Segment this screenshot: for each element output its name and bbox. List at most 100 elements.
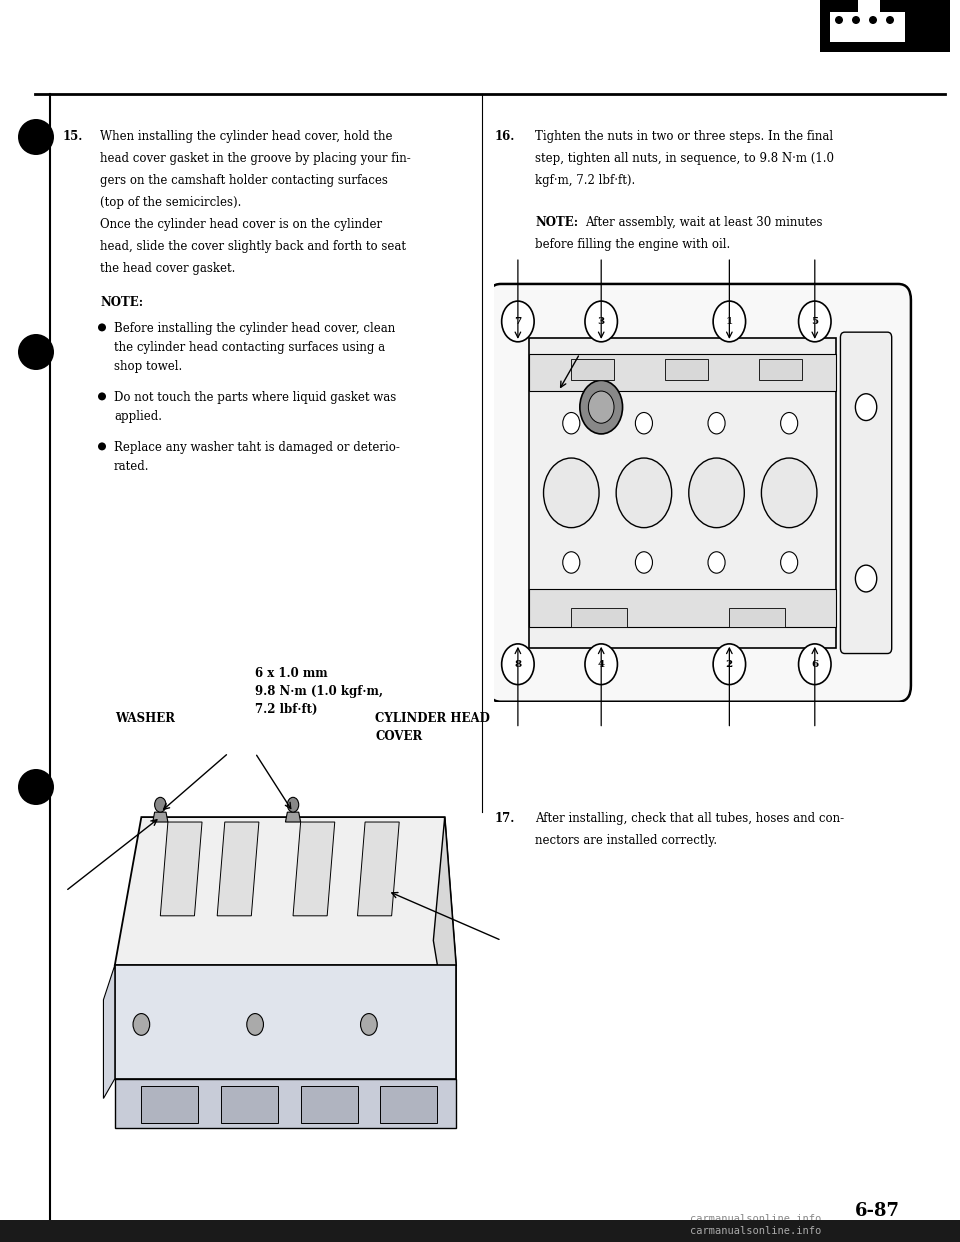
Circle shape: [855, 394, 876, 421]
Text: the cylinder head contacting surfaces using a: the cylinder head contacting surfaces us…: [114, 342, 385, 354]
Text: Before installing the cylinder head cover, clean: Before installing the cylinder head cove…: [114, 323, 396, 335]
Text: carmanualsonline.info: carmanualsonline.info: [690, 1213, 821, 1225]
Circle shape: [361, 1013, 377, 1036]
Bar: [830, 32, 905, 42]
Text: 4: 4: [598, 660, 605, 668]
Circle shape: [543, 458, 599, 528]
Circle shape: [247, 1013, 263, 1036]
Text: 1: 1: [726, 317, 733, 325]
Text: After assembly, wait at least 30 minutes: After assembly, wait at least 30 minutes: [585, 216, 823, 229]
Text: 7.2 lbf·ft): 7.2 lbf·ft): [255, 703, 318, 715]
Text: Tighten the nuts in two or three steps. In the final: Tighten the nuts in two or three steps. …: [535, 130, 833, 143]
Text: CYLINDER HEAD: CYLINDER HEAD: [375, 712, 490, 725]
FancyBboxPatch shape: [840, 332, 892, 653]
Text: shop towel.: shop towel.: [114, 360, 182, 374]
Text: 15.: 15.: [63, 130, 84, 143]
Text: 3: 3: [598, 317, 605, 325]
Text: When installing the cylinder head cover, hold the: When installing the cylinder head cover,…: [100, 130, 393, 143]
Circle shape: [780, 412, 798, 433]
Text: before filling the engine with oil.: before filling the engine with oil.: [535, 238, 731, 251]
Text: After installing, check that all tubes, hoses and con-: After installing, check that all tubes, …: [535, 812, 844, 825]
Circle shape: [688, 458, 744, 528]
Circle shape: [563, 551, 580, 574]
Text: 6-87: 6-87: [855, 1202, 900, 1220]
Bar: [858, 0, 880, 12]
Bar: [571, 359, 614, 380]
Text: 17.: 17.: [495, 812, 516, 825]
Circle shape: [585, 301, 617, 342]
Circle shape: [780, 551, 798, 574]
Polygon shape: [160, 822, 202, 915]
Bar: [300, 1087, 357, 1123]
Circle shape: [799, 643, 831, 684]
Bar: [380, 1087, 437, 1123]
Circle shape: [98, 392, 106, 400]
Bar: [730, 609, 785, 627]
Polygon shape: [433, 817, 456, 1079]
Circle shape: [287, 797, 299, 812]
Text: gers on the camshaft holder contacting surfaces: gers on the camshaft holder contacting s…: [100, 174, 388, 188]
Text: rated.: rated.: [114, 461, 150, 473]
Text: 7: 7: [515, 317, 521, 325]
Text: 5: 5: [811, 317, 818, 325]
Circle shape: [18, 334, 54, 370]
Circle shape: [636, 412, 653, 433]
Circle shape: [580, 380, 623, 433]
Bar: [141, 1087, 199, 1123]
Bar: [759, 359, 802, 380]
Circle shape: [708, 412, 725, 433]
Circle shape: [713, 301, 746, 342]
Circle shape: [18, 119, 54, 155]
Circle shape: [886, 16, 894, 24]
Text: COVER: COVER: [375, 730, 422, 743]
Circle shape: [855, 565, 876, 592]
Circle shape: [502, 643, 534, 684]
Text: NOTE:: NOTE:: [100, 296, 143, 309]
Bar: [571, 609, 627, 627]
Circle shape: [502, 301, 534, 342]
Text: step, tighten all nuts, in sequence, to 9.8 N·m (1.0: step, tighten all nuts, in sequence, to …: [535, 152, 834, 165]
Text: Replace any washer taht is damaged or deterio-: Replace any washer taht is damaged or de…: [114, 441, 400, 455]
Text: carmanualsonline.info: carmanualsonline.info: [690, 1226, 821, 1236]
Circle shape: [636, 551, 653, 574]
Circle shape: [852, 16, 860, 24]
Circle shape: [869, 16, 877, 24]
Circle shape: [98, 323, 106, 332]
Text: 9.8 N·m (1.0 kgf·m,: 9.8 N·m (1.0 kgf·m,: [255, 686, 383, 698]
Circle shape: [588, 391, 614, 424]
Polygon shape: [153, 812, 168, 822]
Bar: [0, 1220, 960, 1242]
Text: WASHER: WASHER: [115, 712, 175, 725]
Circle shape: [799, 301, 831, 342]
Polygon shape: [357, 822, 399, 915]
Text: kgf·m, 7.2 lbf·ft).: kgf·m, 7.2 lbf·ft).: [535, 174, 636, 188]
Text: Do not touch the parts where liquid gasket was: Do not touch the parts where liquid gask…: [114, 391, 396, 405]
Circle shape: [835, 16, 843, 24]
Circle shape: [713, 643, 746, 684]
Bar: [820, 0, 950, 52]
Text: 6 x 1.0 mm: 6 x 1.0 mm: [255, 667, 327, 681]
Polygon shape: [104, 965, 115, 1098]
Circle shape: [133, 1013, 150, 1036]
Text: 2: 2: [726, 660, 733, 668]
Polygon shape: [217, 822, 259, 915]
Text: 6: 6: [811, 660, 819, 668]
Text: head, slide the cover slightly back and forth to seat: head, slide the cover slightly back and …: [100, 240, 406, 253]
Polygon shape: [115, 1079, 456, 1128]
Bar: [529, 589, 836, 627]
Text: the head cover gasket.: the head cover gasket.: [100, 262, 235, 274]
Polygon shape: [285, 812, 300, 822]
Circle shape: [585, 643, 617, 684]
Polygon shape: [115, 965, 456, 1079]
Circle shape: [18, 769, 54, 805]
Circle shape: [155, 797, 166, 812]
Bar: [221, 1087, 277, 1123]
Circle shape: [563, 412, 580, 433]
Bar: [830, 12, 905, 42]
Text: 8: 8: [515, 660, 521, 668]
Text: (top of the semicircles).: (top of the semicircles).: [100, 196, 241, 209]
Text: Once the cylinder head cover is on the cylinder: Once the cylinder head cover is on the c…: [100, 219, 382, 231]
Circle shape: [616, 458, 672, 528]
Bar: [665, 359, 708, 380]
Circle shape: [761, 458, 817, 528]
